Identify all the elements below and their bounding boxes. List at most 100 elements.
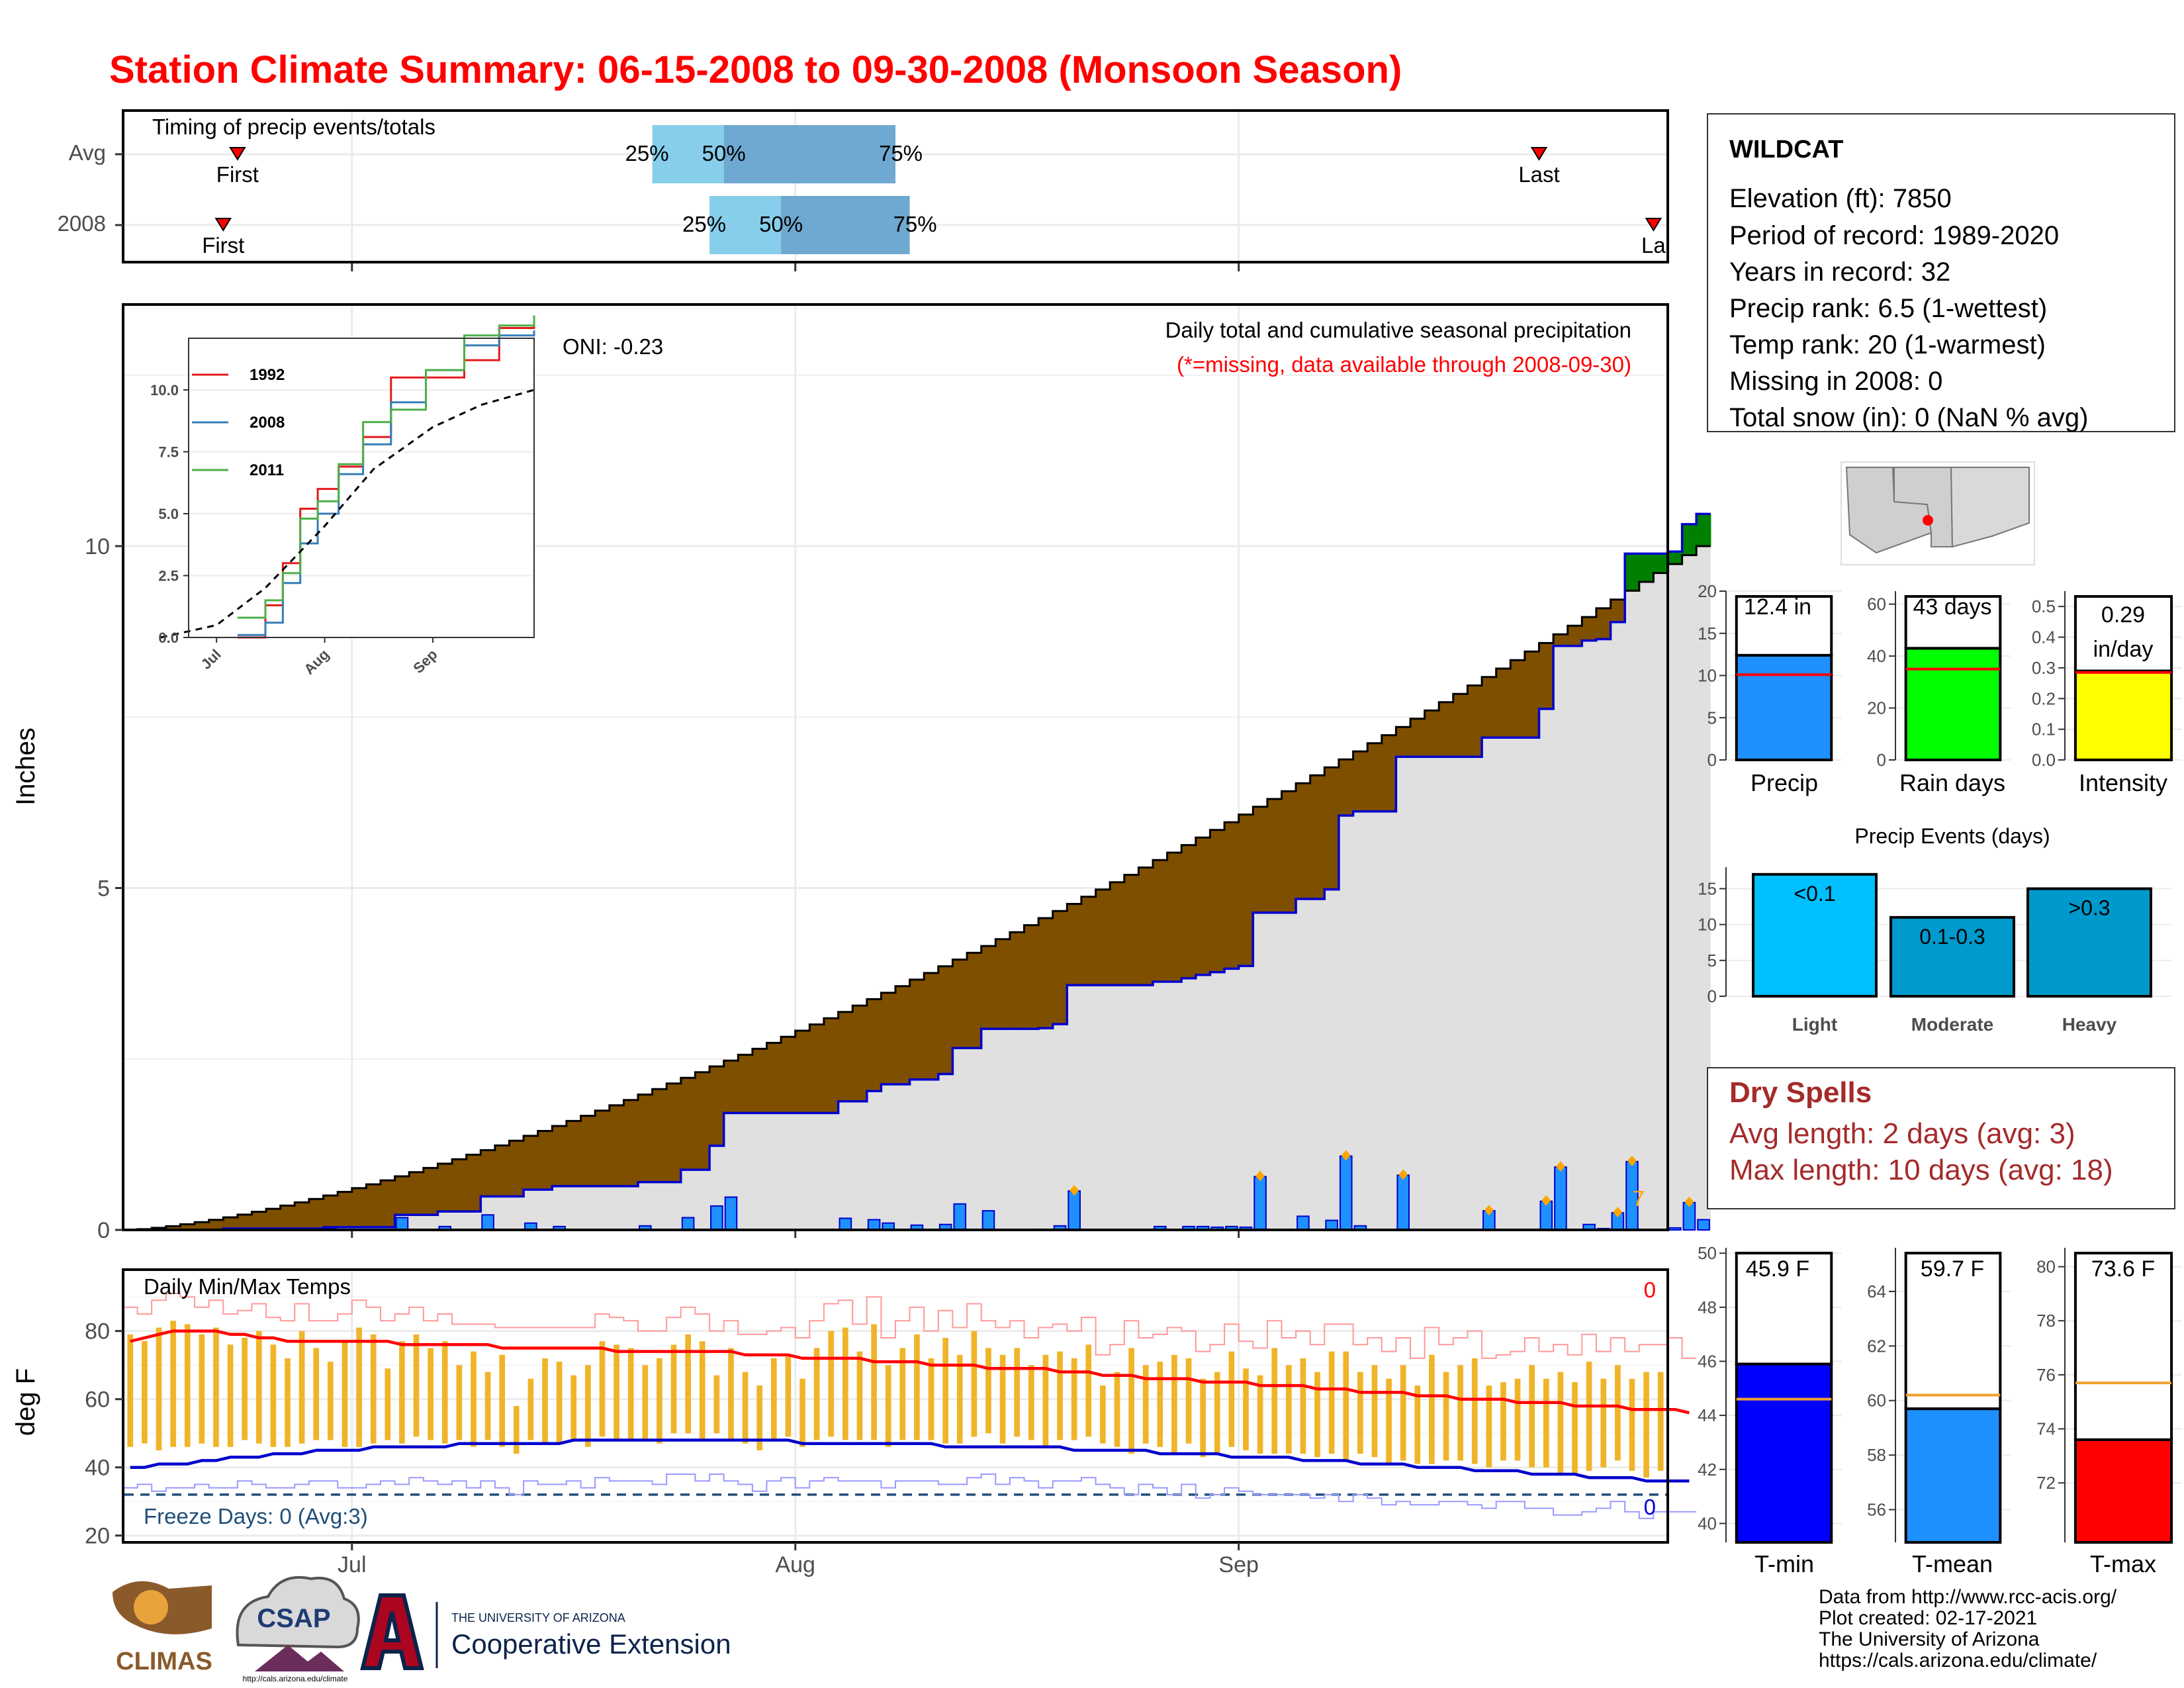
tmax-summary-ytick-label: 80 xyxy=(2036,1257,2056,1277)
precip-anomaly-segment xyxy=(752,1049,768,1113)
precip-anomaly-segment xyxy=(1195,837,1211,975)
raindays-summary-ytick-label: 60 xyxy=(1867,594,1886,614)
station-info-box: WILDCAT Elevation (ft): 7850 Period of r… xyxy=(1707,113,2175,432)
precip-anomaly-segment xyxy=(1424,710,1439,757)
temp-summary-labels: 45.9 F 59.7 F 73.6 F T-min T-mean T-max xyxy=(1746,1256,2156,1577)
daily-temp-range-bar xyxy=(1529,1365,1535,1468)
daily-precip-bar xyxy=(681,1217,695,1231)
precip-anomaly-segment xyxy=(409,1172,424,1215)
daily-temp-range-bar xyxy=(1185,1358,1192,1444)
avg-min-temp-line xyxy=(130,1438,1690,1483)
daily-temp-range-bar xyxy=(627,1348,634,1440)
daily-temp-range-bar xyxy=(255,1331,262,1444)
daily-temp-range-bar xyxy=(657,1358,662,1444)
timing-last-label: La xyxy=(1641,233,1666,258)
daily-precip-bar xyxy=(981,1210,995,1231)
tmax-bar-label: T-max xyxy=(2090,1550,2156,1577)
precip-anomaly-segment xyxy=(1224,822,1240,969)
precip-anomaly-segment xyxy=(781,1037,796,1113)
precip-anomaly-segment xyxy=(1653,553,1668,573)
daily-temp-range-bar xyxy=(385,1368,391,1440)
daily-precip-bar xyxy=(1668,1227,1682,1231)
daily-temp-range-bar xyxy=(871,1324,877,1440)
tmin-summary-ytick-label: 40 xyxy=(1698,1513,1717,1533)
daily-temp-range-bar xyxy=(1557,1372,1564,1474)
precip-anomaly-segment xyxy=(552,1125,567,1186)
daily-temp-range-bar xyxy=(399,1341,405,1444)
daily-temp-range-bar xyxy=(614,1344,619,1440)
daily-temp-range-bar xyxy=(1142,1365,1149,1444)
inset-ytick-label: 0.0 xyxy=(158,630,179,646)
precip-summary-ytick-label: 5 xyxy=(1707,708,1717,727)
intensity-summary-ytick-label: 0.3 xyxy=(2032,658,2056,678)
daily-temp-range-bar xyxy=(1328,1351,1335,1454)
freeze-days-label: Freeze Days: 0 (Avg:3) xyxy=(144,1504,368,1528)
precip-anomaly-segment xyxy=(967,953,982,1049)
daily-temp-range-bar xyxy=(1100,1385,1106,1444)
credits: Data from http://www.rcc-acis.org/ Plot … xyxy=(1819,1586,2117,1671)
precip-anomaly-segment xyxy=(909,979,925,1080)
precip-anomaly-segment xyxy=(995,939,1011,1029)
daily-temp-range-bar xyxy=(1600,1378,1607,1468)
daily-temp-range-bar xyxy=(1443,1372,1449,1461)
daily-temp-range-bar xyxy=(670,1344,677,1434)
precip-anomaly-segment xyxy=(1410,718,1426,757)
precip-anomaly-segment xyxy=(823,1018,839,1113)
credit-line-created: Plot created: 02-17-2021 xyxy=(1819,1607,2037,1629)
precip-anomaly-segment xyxy=(437,1163,453,1212)
daily-temp-range-bar xyxy=(1285,1365,1292,1454)
precip-anomaly-segment xyxy=(308,1199,324,1229)
station-line-period: Period of record: 1989-2020 xyxy=(1729,221,2059,250)
intensity-summary-bar-cap xyxy=(2073,595,2173,673)
precip-anomaly-segment xyxy=(1338,759,1354,816)
precip-anomaly-segment xyxy=(1181,845,1197,978)
precip-anomaly-segment xyxy=(1396,727,1411,757)
daily-temp-range-bar xyxy=(184,1324,191,1447)
temp-y-axis: 20 40 60 80 xyxy=(85,1319,123,1549)
daily-temp-range-bar xyxy=(1572,1382,1578,1474)
inset-ytick-label: 2.5 xyxy=(158,568,179,585)
daily-temp-range-bar xyxy=(1300,1358,1306,1454)
precip-anomaly-segment xyxy=(1052,911,1068,1025)
csap-logo-text: CSAP xyxy=(257,1604,330,1633)
record-high-step-line xyxy=(123,1293,1697,1359)
precip-ytick-label: 0 xyxy=(97,1218,110,1243)
daily-precip-bar xyxy=(1068,1190,1081,1231)
precip-anomaly-segment xyxy=(866,999,882,1092)
tmax-summary-ytick-label: 72 xyxy=(2036,1473,2056,1493)
precip-anomaly-segment xyxy=(1381,735,1396,812)
daily-temp-range-bar xyxy=(499,1354,506,1447)
precip-anomaly-segment xyxy=(480,1150,496,1197)
daily-temp-range-bar xyxy=(1457,1365,1463,1461)
precip-summary-bar-cap xyxy=(1735,595,1833,657)
tmax-bar-value: 73.6 F xyxy=(2091,1256,2155,1282)
temp-x-axis: Jul Aug Sep xyxy=(338,1542,1259,1577)
precip-bar-value: 12.4 in xyxy=(1744,594,1811,620)
daily-temp-range-bar xyxy=(1414,1385,1421,1464)
timing-last-label: Last xyxy=(1518,162,1559,187)
precip-anomaly-segment xyxy=(723,1060,739,1113)
precip-anomaly-segment xyxy=(1124,874,1139,986)
daily-temp-range-bar xyxy=(1014,1348,1021,1437)
temp-max-count: 0 xyxy=(1644,1278,1656,1302)
extreme-day-marker-icon xyxy=(1484,1205,1494,1216)
daily-temp-range-bar xyxy=(341,1341,348,1447)
precip-anomaly-segment xyxy=(852,1006,868,1102)
temp-range-bars xyxy=(127,1321,1664,1478)
daily-precip-bar xyxy=(953,1203,967,1231)
daily-temp-range-bar xyxy=(156,1327,162,1450)
daily-temp-range-bar xyxy=(413,1334,420,1437)
inset-avg-line xyxy=(160,389,535,639)
tmin-summary-ytick-label: 42 xyxy=(1698,1460,1717,1479)
daily-temp-range-bar xyxy=(328,1362,334,1440)
precip-anomaly-segment xyxy=(423,1168,439,1215)
raindays-bar-label: Rain days xyxy=(1899,769,2005,796)
precip-anomaly-segment xyxy=(1153,860,1168,982)
intensity-bar-value-line2: in/day xyxy=(2093,637,2154,662)
tmean-summary-bar-cap xyxy=(1904,1252,2002,1411)
timing-title: Timing of precip events/totals xyxy=(152,115,435,139)
events-bar-light xyxy=(1752,872,1878,998)
precip-anomaly-segment xyxy=(1582,617,1597,641)
precip-anomaly-segment xyxy=(680,1078,696,1170)
